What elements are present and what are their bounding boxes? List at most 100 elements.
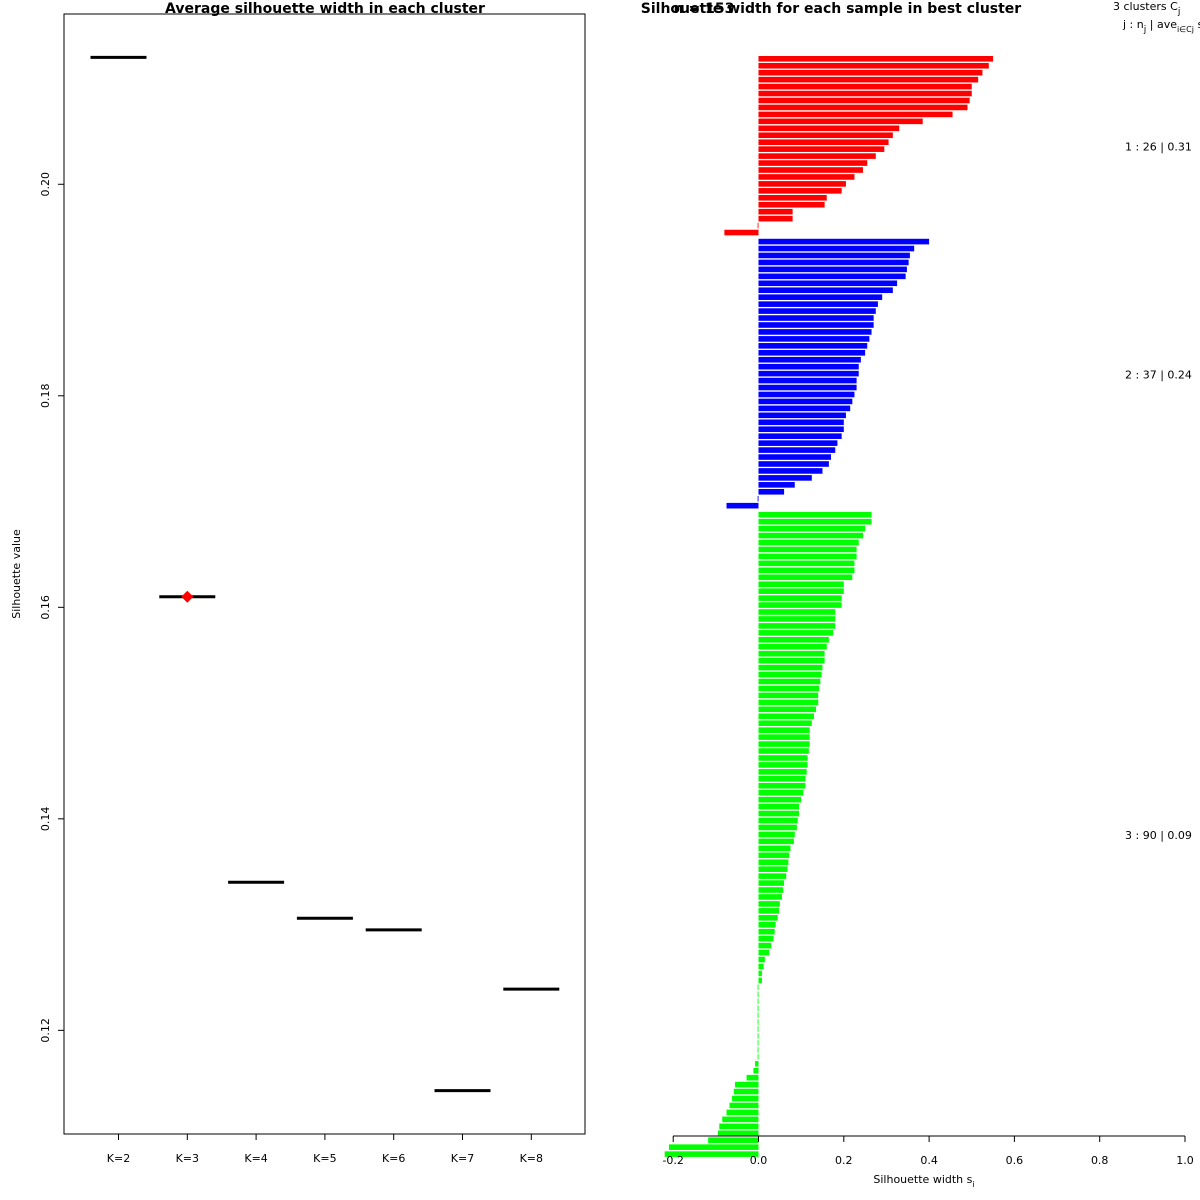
silhouette-bar-c3 [758,511,872,518]
silhouette-bar-c3 [758,602,842,608]
silhouette-bar-c3 [758,762,808,768]
silhouette-bar-c1 [758,188,842,194]
silhouette-bar-c2 [758,245,915,252]
silhouette-bar-c3 [757,991,759,998]
silhouette-bar-c2 [758,454,832,460]
silhouette-bar-c3 [758,866,788,872]
silhouette-bar-c3 [758,942,772,949]
left-ytick-label: 0.18 [39,384,52,409]
left-xtick-label: K=4 [244,1152,267,1165]
silhouette-bar-c2 [758,370,859,377]
silhouette-bar-c3 [729,1102,759,1109]
silhouette-bar-c3 [746,1074,759,1081]
silhouette-bar-c1 [758,146,885,152]
silhouette-bar-c3 [758,671,822,678]
left-marks [90,55,560,1093]
silhouette-bar-c3 [758,949,770,956]
right-xtick-label: 0.6 [1006,1154,1024,1167]
silhouette-bar-c3 [733,1088,759,1095]
silhouette-bar-c3 [758,956,765,963]
left-xtick-label: K=6 [382,1152,405,1165]
silhouette-bar-c1 [758,208,793,215]
silhouette-bar-c2 [758,356,861,363]
left-xtick-label: K=8 [520,1152,543,1165]
silhouette-bar-c1 [758,76,979,83]
silhouette-bar-c1 [758,215,793,222]
silhouette-bar-c3 [758,928,775,935]
silhouette-bar-c3 [758,595,842,601]
silhouette-bar-c1 [757,222,759,229]
silhouette-bar-c3 [758,546,857,553]
silhouette-bar-c3 [758,734,810,740]
silhouette-bar-c3 [717,1130,759,1137]
silhouette-bar-c3 [758,789,804,796]
silhouette-bar-c3 [758,921,776,928]
silhouette-bar-c1 [758,167,863,173]
silhouette-bar-c3 [758,567,855,574]
silhouette-bar-c1 [758,195,827,201]
silhouette-bar-c3 [668,1144,759,1150]
silhouette-bar-c3 [758,609,836,615]
silhouette-bar-c3 [758,678,821,685]
left-ylabel: Silhouette value [10,529,23,619]
silhouette-bar-c2 [758,405,851,412]
silhouette-bar-c1 [758,201,825,208]
left-xtick-label: K=5 [313,1152,336,1165]
silhouette-bar-c3 [758,894,782,900]
silhouette-bar-c3 [758,915,778,921]
silhouette-bar-c3 [758,796,802,803]
silhouette-bar-c2 [758,329,872,335]
silhouette-bar-c2 [758,391,855,398]
silhouette-bar-c2 [726,502,759,509]
silhouette-bar-c3 [758,539,859,546]
silhouette-bar-c1 [758,111,953,118]
silhouette-bar-c3 [758,776,806,782]
silhouette-bar-c3 [758,692,819,699]
left-ytick-label: 0.20 [39,172,52,197]
silhouette-bar-c1 [758,97,970,104]
silhouette-bar-c3 [758,630,834,636]
left-panel: Average silhouette width in each cluster… [10,1,586,1165]
cluster-label-2: 2 : 37 | 0.24 [1125,368,1192,381]
silhouette-bar-c2 [758,482,795,488]
silhouette-bar-c3 [758,581,844,588]
silhouette-bar-c1 [758,118,923,125]
left-ytick-label: 0.12 [39,1018,52,1043]
silhouette-bar-c3 [758,901,780,907]
cluster-label-3: 3 : 90 | 0.09 [1125,829,1192,842]
silhouette-bar-c2 [758,301,878,307]
right-bars [664,56,994,1157]
silhouette-bar-c1 [758,90,972,97]
header-line1: 3 clusters Cj [1113,0,1180,17]
silhouette-bar-c3 [758,574,853,581]
silhouette-bar-c3 [758,817,798,824]
silhouette-bar-c2 [758,280,898,287]
right-xtick-label: 0.2 [835,1154,853,1167]
silhouette-bar-c2 [758,461,829,467]
left-x-axis: K=2 K=3 K=4 K=5 K=6 K=7 K=8 [107,1133,543,1165]
silhouette-bar-c3 [758,769,807,775]
silhouette-bar-c3 [758,963,764,970]
silhouette-bar-c2 [758,488,785,495]
silhouette-bar-c3 [758,699,819,706]
cluster-label-1: 1 : 26 | 0.31 [1125,140,1192,153]
right-title-overlap: n = 153 [674,1,735,17]
silhouette-bar-c3 [757,1033,759,1039]
silhouette-bar-c3 [758,720,812,727]
silhouette-bar-c3 [664,1151,759,1157]
left-xtick-label: K=7 [451,1152,474,1165]
silhouette-bar-c3 [758,755,808,761]
silhouette-bar-c3 [757,1047,759,1053]
silhouette-bar-c3 [758,831,795,838]
silhouette-bar-c2 [758,419,844,426]
silhouette-bar-c2 [758,349,866,356]
silhouette-bar-c3 [758,782,806,789]
silhouette-bar-c3 [758,859,789,866]
silhouette-bar-c3 [758,748,809,754]
silhouette-bar-c3 [722,1116,759,1123]
silhouette-bar-c2 [758,336,870,342]
silhouette-bar-c3 [757,1005,759,1011]
silhouette-bar-c3 [757,1040,759,1046]
silhouette-bar-c3 [758,588,844,594]
left-y-axis: 0.12 0.14 0.16 0.18 0.20 [39,172,65,1043]
